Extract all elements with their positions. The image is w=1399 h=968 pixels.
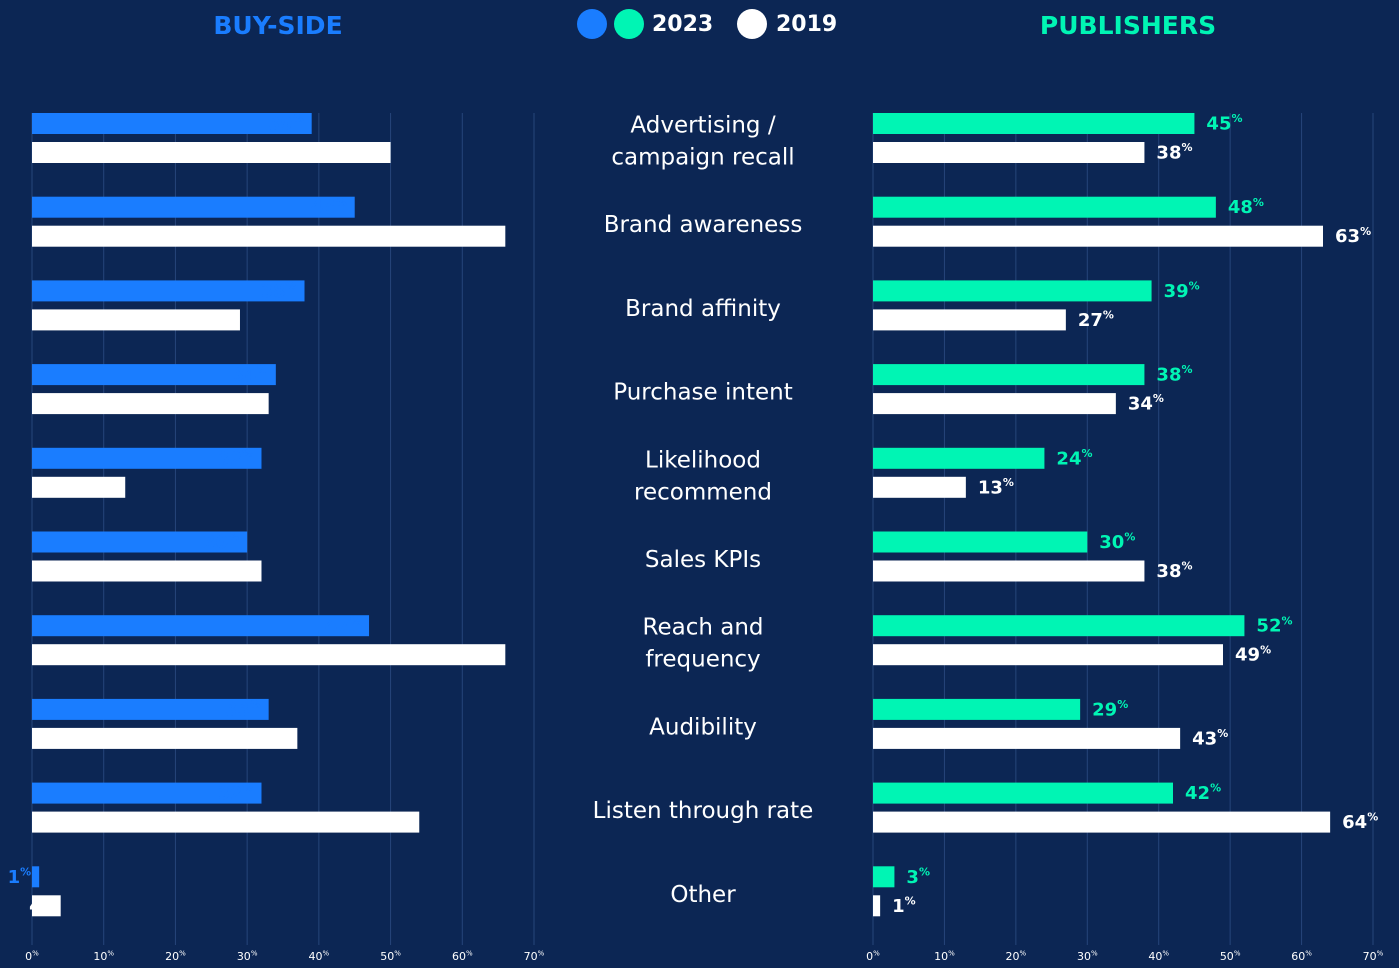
category-label: Likelihood (645, 447, 761, 473)
bar (32, 447, 262, 469)
category-label: Listen through rate (593, 798, 814, 824)
legend-swatch (614, 9, 644, 39)
legend-swatch (737, 9, 767, 39)
bar (32, 225, 506, 247)
bar (32, 895, 61, 917)
bar (32, 196, 355, 218)
bar (32, 811, 420, 833)
bar (873, 113, 1195, 134)
bar (32, 309, 240, 331)
bar (32, 698, 269, 720)
category-label: Reach and (643, 615, 764, 641)
bar (873, 393, 1116, 415)
category-label: Other (670, 882, 736, 908)
bar (32, 782, 262, 804)
bar (873, 560, 1145, 582)
category-label: Purchase intent (613, 380, 793, 406)
bar (32, 727, 298, 749)
bar (873, 866, 895, 888)
category-label: frequency (645, 647, 760, 673)
bar (873, 225, 1323, 247)
bar (873, 644, 1223, 666)
category-label: Brand awareness (604, 212, 803, 238)
category-label: Sales KPIs (645, 547, 761, 573)
bar (32, 393, 269, 415)
bar (873, 698, 1081, 720)
bar (873, 447, 1045, 469)
bar (32, 142, 391, 163)
category-label: Brand affinity (625, 296, 781, 322)
category-label: Audibility (649, 714, 757, 740)
legend-swatch (577, 9, 607, 39)
bar (873, 364, 1145, 386)
legend-label: 2023 (652, 12, 713, 37)
bar (873, 895, 881, 917)
category-label: Advertising / (630, 113, 775, 139)
bar (32, 644, 506, 666)
bar (873, 727, 1181, 749)
bar (873, 309, 1066, 331)
bar (873, 811, 1331, 833)
bar (32, 531, 248, 553)
bar (32, 560, 262, 582)
bar (32, 364, 276, 386)
bar (873, 782, 1173, 804)
panel-title: BUY-SIDE (213, 11, 342, 40)
bar (873, 531, 1088, 553)
bar (873, 476, 966, 498)
category-label: campaign recall (611, 145, 794, 171)
bar (32, 866, 40, 888)
legend-label: 2019 (776, 12, 837, 37)
panel-title: PUBLISHERS (1040, 11, 1216, 40)
bar (873, 142, 1145, 163)
bar (32, 476, 126, 498)
bar (873, 196, 1216, 218)
category-label: recommend (634, 479, 772, 505)
bar (873, 615, 1245, 637)
bar (32, 280, 305, 302)
bar (32, 113, 312, 134)
bar (873, 280, 1152, 302)
bar (32, 615, 370, 637)
